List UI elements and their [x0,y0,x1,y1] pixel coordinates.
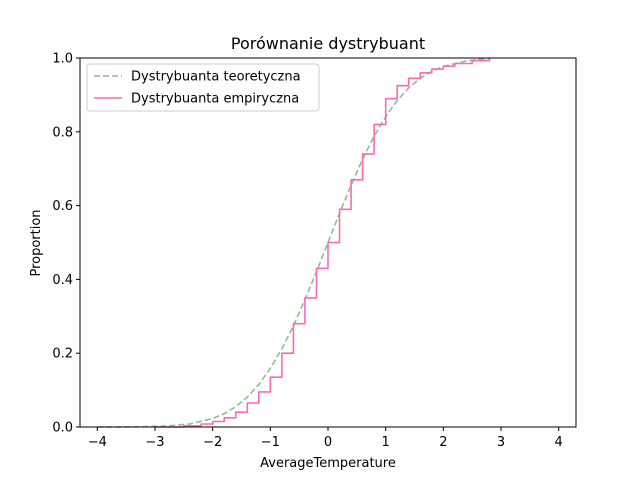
chart-title: Porównanie dystrybuant [231,34,425,53]
x-tick-label: −1 [261,435,280,450]
x-tick-label: 2 [439,435,447,450]
legend-box [86,63,320,112]
series-line-1 [97,57,490,428]
series-line-2 [155,58,491,428]
y-tick-label: 1.0 [52,52,73,67]
y-tick-label: 0.6 [52,199,73,214]
plot-area [97,57,491,428]
x-axis-label: AverageTemperature [260,456,396,471]
y-tick-label: 0.2 [52,347,73,362]
y-tick-label: 0.4 [52,273,73,288]
x-tick-label: −4 [88,435,107,450]
y-tick-label: 0.8 [52,125,73,140]
y-tick-label: 0.0 [52,421,73,436]
x-tick-label: −3 [145,435,164,450]
y-axis-label: Proportion [29,209,44,276]
legend-label-2: Dystrybuanta empiryczna [131,92,299,107]
x-tick-label: 4 [555,435,563,450]
legend-label-1: Dystrybuanta teoretyczna [131,70,301,85]
x-tick-label: 3 [497,435,505,450]
legend: Dystrybuanta teoretyczna Dystrybuanta emp… [86,63,320,112]
x-tick-label: 1 [382,435,390,450]
axes: −4 −3 −2 −1 0 1 2 3 4 0.0 0.2 0.4 0.6 0.8 1.0 [52,52,577,450]
x-tick-label: −2 [203,435,222,450]
x-tick-label: 0 [324,435,332,450]
